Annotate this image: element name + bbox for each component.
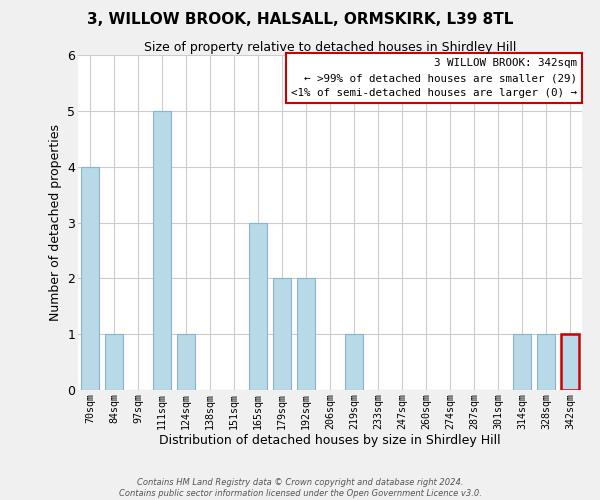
Title: Size of property relative to detached houses in Shirdley Hill: Size of property relative to detached ho…	[144, 41, 516, 54]
Bar	[153, 111, 171, 390]
Bar	[345, 334, 363, 390]
Text: 3, WILLOW BROOK, HALSALL, ORMSKIRK, L39 8TL: 3, WILLOW BROOK, HALSALL, ORMSKIRK, L39 …	[87, 12, 513, 28]
Bar	[513, 334, 531, 390]
Bar	[297, 278, 315, 390]
Bar	[249, 222, 267, 390]
Bar	[273, 278, 291, 390]
Text: Contains HM Land Registry data © Crown copyright and database right 2024.
Contai: Contains HM Land Registry data © Crown c…	[119, 478, 481, 498]
Bar	[177, 334, 195, 390]
Bar	[105, 334, 123, 390]
Bar	[81, 166, 99, 390]
X-axis label: Distribution of detached houses by size in Shirdley Hill: Distribution of detached houses by size …	[159, 434, 501, 448]
Text: 3 WILLOW BROOK: 342sqm
← >99% of detached houses are smaller (29)
<1% of semi-de: 3 WILLOW BROOK: 342sqm ← >99% of detache…	[291, 58, 577, 98]
Bar	[561, 334, 579, 390]
Bar	[537, 334, 555, 390]
Y-axis label: Number of detached properties: Number of detached properties	[49, 124, 62, 321]
